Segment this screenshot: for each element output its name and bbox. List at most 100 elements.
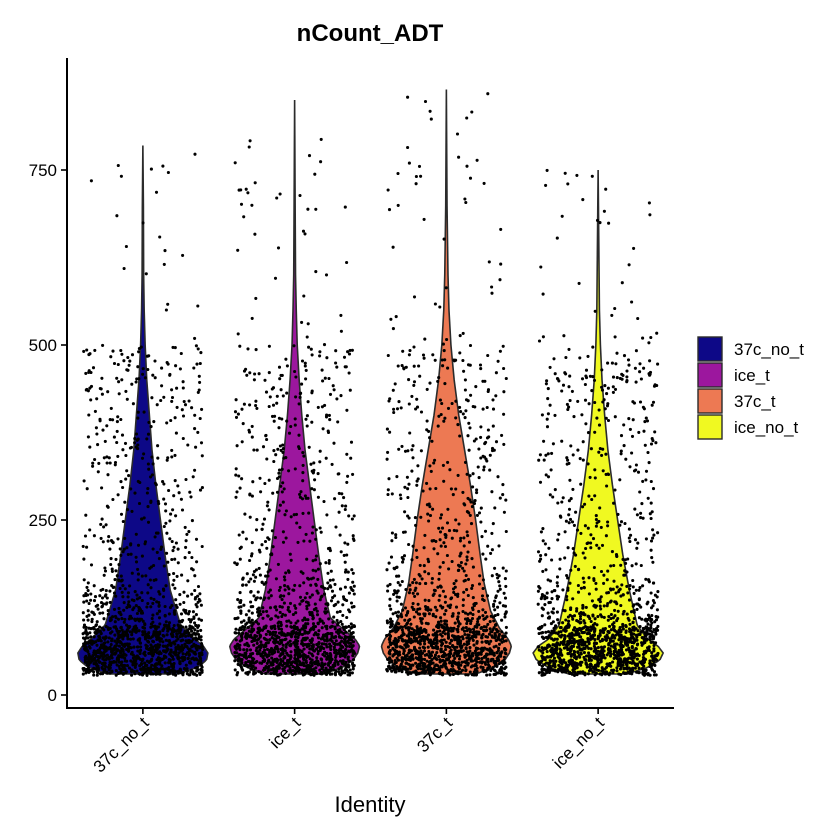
- data-point: [86, 666, 91, 670]
- data-point: [455, 529, 459, 533]
- data-point: [480, 594, 485, 598]
- data-point: [264, 390, 269, 394]
- data-point: [460, 668, 465, 672]
- data-point: [238, 546, 242, 550]
- data-point: [451, 629, 455, 633]
- data-point: [341, 649, 345, 653]
- data-point: [153, 481, 157, 485]
- data-point: [322, 634, 326, 638]
- data-point: [337, 648, 341, 653]
- data-point: [85, 663, 89, 667]
- data-point: [136, 479, 140, 483]
- data-point: [410, 627, 414, 631]
- data-point: [312, 649, 316, 653]
- data-point: [192, 616, 196, 620]
- data-point: [120, 655, 124, 659]
- data-point: [438, 632, 443, 637]
- data-point: [174, 431, 178, 435]
- data-point: [107, 657, 111, 661]
- data-point: [276, 615, 280, 619]
- data-point: [565, 594, 569, 599]
- data-point: [477, 511, 482, 515]
- data-point: [387, 208, 392, 212]
- data-point: [478, 363, 483, 367]
- data-point: [174, 514, 178, 518]
- data-point: [445, 627, 449, 631]
- data-point: [423, 533, 427, 537]
- data-point: [349, 456, 353, 460]
- data-point: [470, 586, 474, 590]
- data-point: [582, 585, 586, 589]
- data-point: [172, 661, 176, 666]
- data-point: [275, 490, 280, 494]
- points-37c_t: [385, 92, 508, 677]
- data-point: [291, 612, 295, 617]
- data-point: [428, 513, 433, 518]
- data-point: [180, 643, 184, 648]
- data-point: [471, 630, 475, 634]
- data-point: [493, 636, 497, 640]
- data-point: [109, 654, 113, 658]
- data-point: [267, 478, 271, 482]
- data-point: [288, 668, 293, 672]
- data-point: [334, 635, 338, 639]
- data-point: [318, 350, 322, 354]
- data-point: [433, 605, 437, 609]
- data-point: [247, 580, 251, 584]
- data-point: [199, 642, 204, 646]
- data-point: [271, 648, 275, 652]
- data-point: [468, 343, 473, 348]
- data-point: [435, 608, 439, 612]
- data-point: [422, 666, 426, 670]
- data-point: [574, 510, 578, 514]
- data-point: [441, 560, 445, 565]
- data-point: [285, 624, 289, 628]
- data-point: [279, 373, 283, 377]
- data-point: [553, 372, 557, 376]
- data-point: [310, 593, 314, 597]
- data-point: [145, 491, 149, 495]
- data-point: [115, 376, 119, 380]
- data-point: [542, 439, 546, 443]
- data-point: [252, 661, 256, 665]
- data-point: [339, 636, 344, 640]
- data-point: [253, 372, 257, 376]
- data-point: [481, 614, 485, 618]
- data-point: [456, 594, 460, 598]
- data-point: [105, 656, 109, 660]
- data-point: [130, 668, 134, 672]
- data-point: [119, 579, 123, 583]
- data-point: [407, 618, 411, 623]
- data-point: [162, 524, 166, 529]
- data-point: [332, 645, 336, 649]
- data-point: [250, 203, 254, 207]
- data-point: [157, 645, 161, 649]
- data-point: [498, 584, 502, 588]
- data-point: [141, 367, 145, 371]
- data-point: [395, 407, 400, 411]
- data-point: [122, 608, 126, 612]
- data-point: [140, 574, 144, 578]
- data-point: [448, 468, 452, 472]
- data-point: [465, 653, 470, 657]
- data-point: [485, 405, 489, 410]
- data-point: [315, 672, 319, 676]
- data-point: [107, 535, 111, 539]
- data-point: [281, 667, 285, 671]
- data-point: [246, 625, 250, 629]
- data-point: [185, 644, 189, 648]
- data-point: [461, 603, 465, 607]
- data-point: [537, 631, 541, 636]
- data-point: [298, 395, 302, 399]
- data-point: [267, 537, 271, 541]
- data-point: [137, 605, 141, 609]
- data-point: [471, 472, 475, 476]
- data-point: [333, 625, 337, 629]
- data-point: [300, 320, 304, 324]
- data-point: [293, 661, 297, 665]
- data-point: [407, 161, 411, 165]
- data-point: [119, 553, 123, 557]
- data-point: [258, 476, 262, 480]
- data-point: [350, 568, 354, 572]
- data-point: [399, 496, 403, 501]
